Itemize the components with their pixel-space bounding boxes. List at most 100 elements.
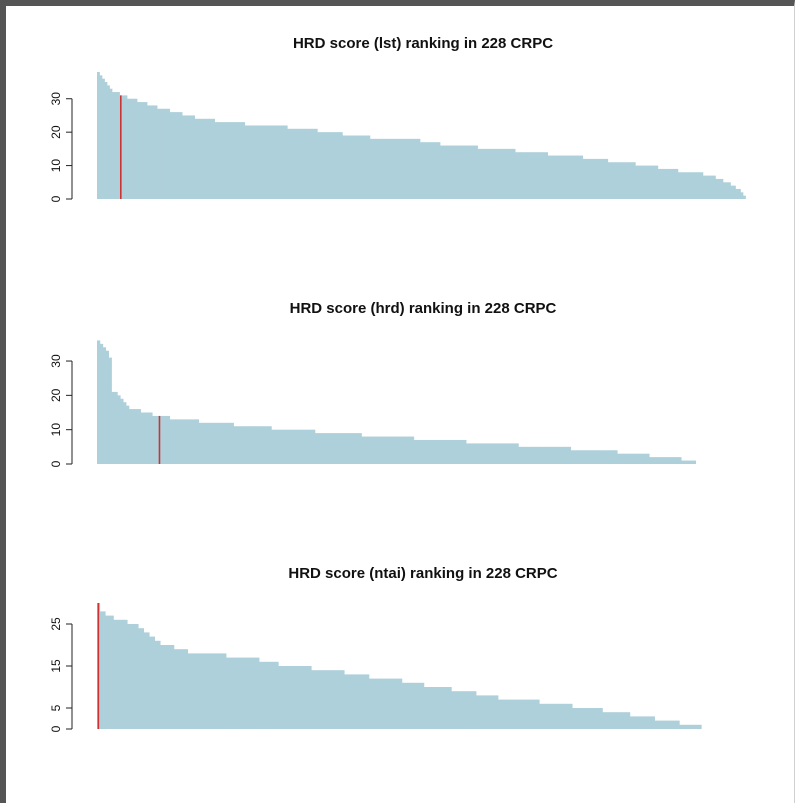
hrd-bar <box>120 398 124 464</box>
lst-bar <box>199 118 203 199</box>
lst-bar <box>662 168 666 199</box>
ntai-bar <box>129 624 134 729</box>
hrd-bar <box>524 446 528 464</box>
ntai-bar <box>281 666 285 729</box>
ntai-bar <box>525 699 529 729</box>
hrd-bar <box>224 422 229 464</box>
ntai-bar <box>242 657 246 729</box>
hrd-bar <box>428 439 432 464</box>
chart-title-ntai: HRD score (ntai) ranking in 228 CRPC <box>288 565 557 582</box>
hrd-bar <box>195 419 200 464</box>
lst-bar <box>442 145 446 199</box>
ntai-bar <box>335 670 340 729</box>
lst-bar <box>282 125 286 199</box>
lst-bar <box>680 172 684 199</box>
lst-bar <box>692 172 696 199</box>
ntai-bar <box>503 699 507 729</box>
ntai-bar <box>330 670 334 729</box>
ntai-bar <box>286 666 290 729</box>
ntai-bar <box>110 615 114 729</box>
ntai-bar <box>151 636 156 729</box>
lst-bar <box>182 115 185 199</box>
ntai-bar <box>555 703 559 729</box>
ntai-bar <box>272 661 276 729</box>
hrd-bar <box>614 450 618 464</box>
ntai-bar <box>654 720 658 729</box>
ntai-bar <box>388 678 392 729</box>
hrd-bar <box>553 446 557 464</box>
ntai-bar <box>574 708 579 729</box>
ntai-y-tick-label: 5 <box>49 704 63 711</box>
lst-bar <box>712 175 716 199</box>
ntai-bar <box>657 720 661 729</box>
ntai-bar <box>209 653 213 729</box>
ntai-bar <box>118 619 123 729</box>
hrd-bar <box>283 429 287 464</box>
ntai-bar <box>509 699 513 729</box>
ntai-bar <box>481 695 485 729</box>
hrd-bar <box>114 391 118 464</box>
ntai-bar <box>454 691 458 729</box>
hrd-bar <box>500 443 505 464</box>
ntai-bar <box>410 682 414 729</box>
lst-bar <box>339 132 343 199</box>
ntai-bar <box>423 687 427 729</box>
ntai-bar <box>195 653 199 729</box>
lst-bar <box>492 148 496 199</box>
lst-bar <box>362 135 366 199</box>
ntai-bar <box>412 682 416 729</box>
lst-bar <box>547 155 551 199</box>
ntai-bar <box>179 649 183 729</box>
hrd-bar <box>498 443 502 464</box>
hrd-bar <box>149 412 153 464</box>
ntai-bar <box>607 712 612 729</box>
ntai-bar <box>278 666 282 729</box>
ntai-bar <box>690 724 694 729</box>
ntai-bar <box>465 691 469 729</box>
lst-y-tick-label: 20 <box>49 125 63 139</box>
lst-bar <box>632 162 636 199</box>
hrd-bar <box>686 460 691 464</box>
ntai-bar <box>401 682 405 729</box>
hrd-bar <box>361 436 365 464</box>
lst-bar <box>625 162 629 199</box>
hrd-bar <box>309 429 313 464</box>
ntai-bar <box>190 653 194 729</box>
hrd-bar <box>349 433 354 464</box>
hrd-bar <box>422 439 426 464</box>
hrd-bar <box>657 457 662 464</box>
ntai-bar <box>294 666 298 729</box>
lst-bar <box>234 122 238 199</box>
lst-bar <box>565 155 569 199</box>
hrd-bar <box>242 426 246 464</box>
hrd-bar <box>547 446 551 464</box>
ntai-bar <box>217 653 221 729</box>
lst-bar <box>407 138 411 199</box>
hrd-bar <box>253 426 258 464</box>
ntai-bar <box>270 661 274 729</box>
lst-bar <box>562 155 566 199</box>
lst-bar <box>697 172 701 199</box>
lst-bar <box>334 132 338 199</box>
lst-bar <box>535 152 539 199</box>
hrd-bar <box>564 446 569 464</box>
ntai-bar <box>346 674 351 729</box>
ntai-bar <box>426 687 430 729</box>
lst-bar <box>637 165 641 199</box>
ntai-bar <box>577 708 581 729</box>
lst-bar <box>435 142 438 199</box>
hrd-bar <box>503 443 508 464</box>
hrd-bar <box>221 422 226 464</box>
hrd-bar <box>599 450 604 464</box>
lst-bar <box>147 105 150 199</box>
hrd-bar <box>166 415 171 464</box>
hrd-bar <box>405 436 409 464</box>
lst-bar <box>465 145 468 199</box>
ntai-bar <box>338 670 342 729</box>
lst-bar <box>307 128 311 199</box>
hrd-bar <box>678 457 682 464</box>
lst-bar <box>357 135 361 199</box>
hrd-bar <box>448 439 452 464</box>
hrd-bar <box>410 436 415 464</box>
lst-bar <box>522 152 526 199</box>
